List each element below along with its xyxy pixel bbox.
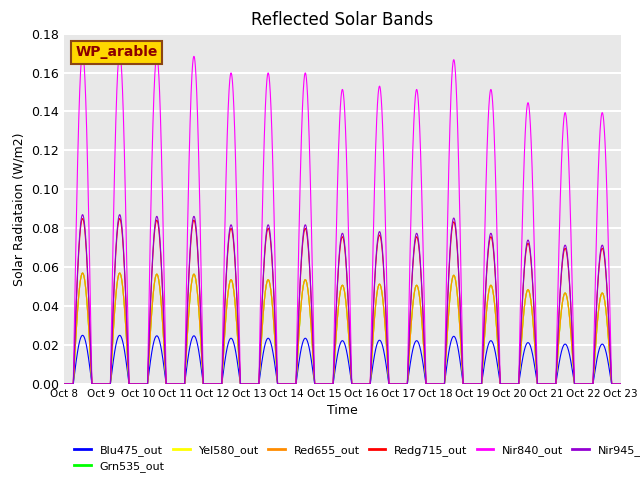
Title: Reflected Solar Bands: Reflected Solar Bands	[252, 11, 433, 29]
Legend: Blu475_out, Grn535_out, Yel580_out, Red655_out, Redg715_out, Nir840_out, Nir945_: Blu475_out, Grn535_out, Yel580_out, Red6…	[70, 440, 640, 477]
Text: WP_arable: WP_arable	[75, 46, 157, 60]
X-axis label: Time: Time	[327, 405, 358, 418]
Y-axis label: Solar Radiataion (W/m2): Solar Radiataion (W/m2)	[13, 132, 26, 286]
